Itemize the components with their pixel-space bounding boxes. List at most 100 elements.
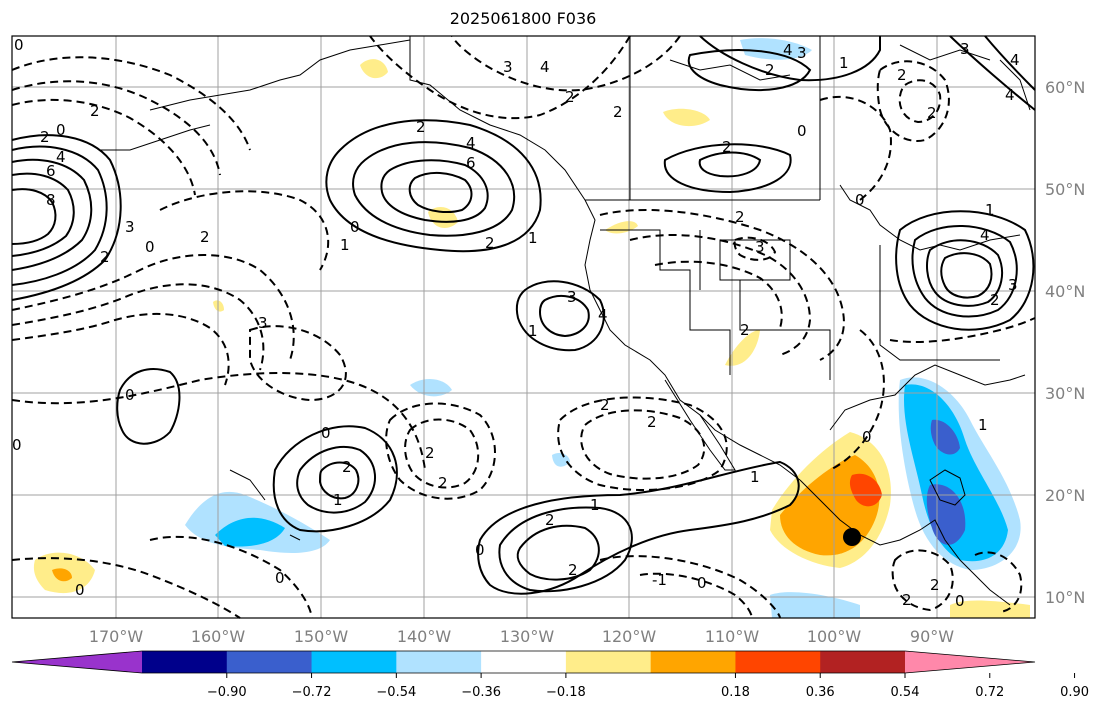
yellow-patch-5 <box>725 330 760 366</box>
contour-label: 2 <box>990 291 1000 309</box>
negative-contours <box>11 35 1036 619</box>
contour-label: 0 <box>14 36 24 54</box>
lon-label: 150°W <box>294 627 349 646</box>
colorbar-swatch <box>396 651 482 673</box>
contour-label: 2 <box>40 128 50 146</box>
blue-patch-1 <box>410 378 452 397</box>
colorbar-extend-high <box>905 651 1035 673</box>
contour-label: 2 <box>930 576 940 594</box>
colorbar-tick-label: −0.72 <box>292 685 332 700</box>
contour-label: 3 <box>1008 276 1018 294</box>
contour-label: 4 <box>1005 86 1015 104</box>
contour-label: 0 <box>275 569 285 587</box>
contour-label: 4 <box>466 134 476 152</box>
colorbar-swatch <box>650 651 736 673</box>
contour-label: 2 <box>765 61 775 79</box>
contour-label: 1 <box>528 229 538 247</box>
lat-label: 50°N <box>1045 180 1085 199</box>
contour-label: 4 <box>56 148 66 166</box>
contour-label: 0 <box>350 218 360 236</box>
lon-label: 100°W <box>807 627 862 646</box>
colorbar-swatch <box>481 651 567 673</box>
lon-label: 170°W <box>89 627 144 646</box>
colorbar-swatch <box>142 651 228 673</box>
orange-patch-1 <box>52 568 72 582</box>
longitude-labels: 170°W 160°W 150°W 140°W 130°W 120°W 110°… <box>89 627 954 646</box>
contour-label: 2 <box>613 103 623 121</box>
contour-label: 4 <box>980 226 990 244</box>
blue-patch-3 <box>770 592 860 618</box>
lat-label: 20°N <box>1045 486 1085 505</box>
colorbar-swatch <box>820 651 906 673</box>
colorbar: −0.90 −0.72 −0.54 −0.36 −0.18 0.18 0.36 0.54 0.7… <box>11 650 1089 700</box>
contour-labels: 0 2 2 0 4 6 8 3 0 2 2 1 0 2 4 6 2 1 3 4 … <box>12 36 1020 610</box>
map-title: 2025061800 F036 <box>449 9 597 28</box>
lat-label: 10°N <box>1045 588 1085 607</box>
contour-label: 2 <box>100 248 110 266</box>
lat-label: 60°N <box>1045 78 1085 97</box>
contour-label: 0 <box>955 592 965 610</box>
contour-label: 2 <box>735 208 745 226</box>
contour-label: 0 <box>697 574 707 592</box>
contour-label: 1 <box>528 322 538 340</box>
contour-label: 3 <box>125 218 135 236</box>
contour-label: 4 <box>540 58 550 76</box>
contour-label: 8 <box>46 191 56 209</box>
contour-label: 3 <box>567 288 577 306</box>
contour-label: 3 <box>797 44 807 62</box>
colorbar-extend-low <box>12 651 142 673</box>
lat-label: 30°N <box>1045 384 1085 403</box>
colorbar-tick-label: −0.90 <box>207 685 247 700</box>
shaded-fields <box>33 38 1030 618</box>
lon-label: 160°W <box>191 627 246 646</box>
latitude-labels: 60°N 50°N 40°N 30°N 20°N 10°N <box>1045 78 1085 607</box>
contour-label: 3 <box>755 238 765 256</box>
contour-label: 2 <box>647 413 657 431</box>
contour-label: 2 <box>90 102 100 120</box>
negative-anomaly-pacific-core <box>215 517 285 547</box>
contour-label: 0 <box>321 424 331 442</box>
negative-anomaly-core-2 <box>926 484 966 545</box>
lon-label: 90°W <box>910 627 954 646</box>
yellow-patch-4 <box>605 221 638 234</box>
yellow-patch-1 <box>360 59 388 79</box>
contour-label: 2 <box>722 138 732 156</box>
contour-label: 2 <box>902 591 912 609</box>
contour-label: 2 <box>438 474 448 492</box>
contour-label: 2 <box>927 104 937 122</box>
contour-label: 4 <box>598 306 608 324</box>
lon-label: 140°W <box>397 627 452 646</box>
contour-label: 3 <box>503 58 513 76</box>
contour-label: 1 <box>333 491 343 509</box>
contour-label: 2 <box>545 511 555 529</box>
contour-label: 1 <box>340 236 350 254</box>
contour-label: 2 <box>416 118 426 136</box>
colorbar-tick-label: 0.90 <box>1060 685 1089 700</box>
contour-label: -1 <box>652 571 667 589</box>
contour-label: 1 <box>590 496 600 514</box>
contour-label: 2 <box>740 321 750 339</box>
contour-label: 3 <box>960 40 970 58</box>
contour-label: 0 <box>56 121 66 139</box>
contour-label: 1 <box>985 201 995 219</box>
colorbar-tick-label: −0.54 <box>376 685 416 700</box>
contour-label: 0 <box>12 436 22 454</box>
contour-label: 6 <box>466 154 476 172</box>
contour-label: 0 <box>475 541 485 559</box>
contour-label: 4 <box>783 41 793 59</box>
colorbar-tick-label: 0.36 <box>806 685 835 700</box>
colorbar-swatch <box>311 651 397 673</box>
positive-anomaly-peak <box>849 473 882 507</box>
contour-label: 1 <box>750 468 760 486</box>
contour-label: 2 <box>568 561 578 579</box>
lon-label: 120°W <box>602 627 657 646</box>
location-marker <box>843 528 861 546</box>
contour-label: 2 <box>600 396 610 414</box>
positive-contours <box>11 35 1036 595</box>
contour-label: 3 <box>258 314 268 332</box>
contour-label: 2 <box>425 444 435 462</box>
blue-patch-4 <box>740 38 812 60</box>
colorbar-swatch <box>226 651 313 673</box>
contour-label: 0 <box>145 238 155 256</box>
lon-label: 130°W <box>500 627 555 646</box>
